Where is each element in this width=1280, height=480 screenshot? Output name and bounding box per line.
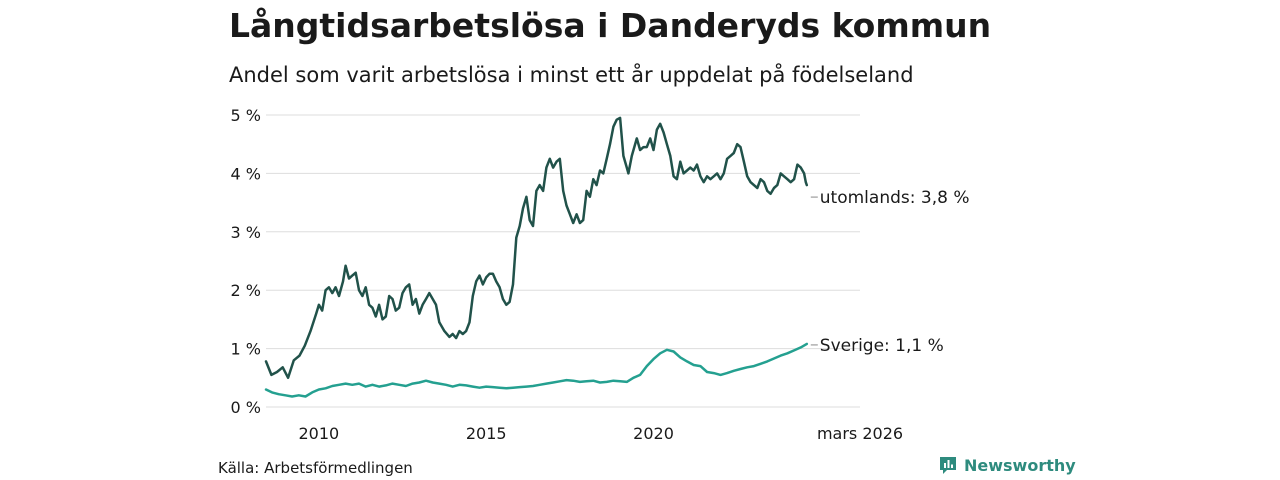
y-axis-ticks: 0 % 1 % 2 % 3 % 4 % 5 % xyxy=(231,106,261,417)
series-line-utomlands xyxy=(264,116,809,380)
chart-title: Långtidsarbetslösa i Danderyds kommun xyxy=(229,6,992,45)
y-tick-label: 5 % xyxy=(231,106,261,125)
x-tick-label: 2015 xyxy=(466,424,507,443)
x-tick-label: 2010 xyxy=(299,424,340,443)
x-tick-label: mars 2026 xyxy=(817,424,903,443)
gridlines xyxy=(266,114,860,408)
y-tick-label: 0 % xyxy=(231,398,261,417)
series-line-sverige xyxy=(264,342,809,398)
y-tick-label: 3 % xyxy=(231,223,261,242)
x-tick-label: 2020 xyxy=(633,424,674,443)
source-note: Källa: Arbetsförmedlingen xyxy=(218,459,413,477)
y-tick-label: 4 % xyxy=(231,164,261,183)
x-axis-ticks: 2010 2015 2020 mars 2026 xyxy=(299,424,904,443)
series-end-label: utomlands: 3,8 % xyxy=(820,188,970,208)
series-end-label: Sverige: 1,1 % xyxy=(820,336,944,356)
series-end-labels: utomlands: 3,8 % Sverige: 1,1 % xyxy=(810,188,970,356)
series-lines xyxy=(264,116,809,398)
newsworthy-logo-icon xyxy=(940,457,956,474)
brand-name: Newsworthy xyxy=(964,455,1076,475)
y-tick-label: 2 % xyxy=(231,281,261,300)
brand-logo: Newsworthy xyxy=(938,455,1076,475)
y-tick-label: 1 % xyxy=(231,340,261,359)
chart-subtitle: Andel som varit arbetslösa i minst ett å… xyxy=(229,63,914,87)
